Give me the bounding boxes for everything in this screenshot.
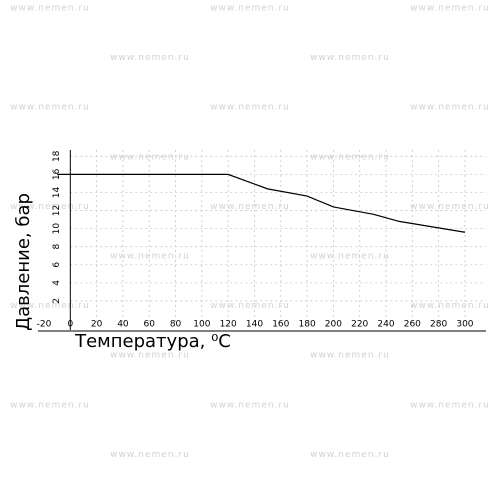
watermark: www.nemen.ru xyxy=(410,400,490,410)
x-tick-label: -20 xyxy=(37,320,52,330)
y-tick-label: 8 xyxy=(52,244,62,250)
watermark: www.nemen.ru xyxy=(310,351,390,361)
x-tick-label: 200 xyxy=(325,320,342,330)
x-tick-label: 100 xyxy=(193,320,210,330)
watermark: www.nemen.ru xyxy=(310,252,390,262)
x-tick-label: 280 xyxy=(430,320,447,330)
data-line xyxy=(57,173,466,233)
watermark: www.nemen.ru xyxy=(210,103,290,113)
y-tick-label: 6 xyxy=(52,262,62,268)
watermark: www.nemen.ru xyxy=(410,4,490,14)
x-tick-label: 160 xyxy=(272,320,289,330)
watermark: www.nemen.ru xyxy=(410,301,490,311)
y-tick-label: 18 xyxy=(52,150,62,162)
x-tick-label: 80 xyxy=(170,320,182,330)
y-tick-label: 10 xyxy=(52,223,62,235)
watermark: www.nemen.ru xyxy=(410,202,490,212)
watermark: www.nemen.ru xyxy=(210,400,290,410)
watermark: www.nemen.ru xyxy=(210,301,290,311)
y-tick-label: 2 xyxy=(52,298,62,304)
y-tick-label: 14 xyxy=(52,186,62,198)
y-axis-label: Давление, бар xyxy=(13,193,34,331)
watermark: www.nemen.ru xyxy=(10,202,90,212)
watermarks: www.nemen.ru www.nemen.ru www.nemen.ru www.… xyxy=(10,4,490,460)
watermark: www.nemen.ru xyxy=(310,53,390,63)
x-tick-label: 60 xyxy=(144,320,156,330)
x-tick-label: 40 xyxy=(117,320,129,330)
watermark: www.nemen.ru xyxy=(110,450,190,460)
y-tick-label: 16 xyxy=(52,168,62,180)
x-tick-label: 300 xyxy=(456,320,473,330)
x-tick-label: 260 xyxy=(404,320,421,330)
watermark: www.nemen.ru xyxy=(110,53,190,63)
watermark: www.nemen.ru xyxy=(310,152,390,162)
y-tick-label: 4 xyxy=(52,280,62,286)
watermark: www.nemen.ru xyxy=(110,351,190,361)
x-tick-label: 140 xyxy=(246,320,263,330)
x-tick-label: 20 xyxy=(91,320,103,330)
watermark: www.nemen.ru xyxy=(10,103,90,113)
watermark: www.nemen.ru xyxy=(110,152,190,162)
watermark: www.nemen.ru xyxy=(210,4,290,14)
x-tick-label: 120 xyxy=(220,320,237,330)
watermark: www.nemen.ru xyxy=(10,400,90,410)
watermark: www.nemen.ru xyxy=(310,450,390,460)
x-axis-label: Температура, ⁰C xyxy=(74,331,231,352)
y-tick-label: 12 xyxy=(52,205,62,216)
watermark: www.nemen.ru xyxy=(10,301,90,311)
x-tick-label: 180 xyxy=(299,320,316,330)
x-tick-label: 240 xyxy=(377,320,394,330)
x-tick-label: 220 xyxy=(351,320,368,330)
watermark: www.nemen.ru xyxy=(110,252,190,262)
watermark: www.nemen.ru xyxy=(210,202,290,212)
watermark: www.nemen.ru xyxy=(10,4,90,14)
watermark: www.nemen.ru xyxy=(410,103,490,113)
plot: 24681012141618-2002040608010012014016018… xyxy=(37,150,486,332)
